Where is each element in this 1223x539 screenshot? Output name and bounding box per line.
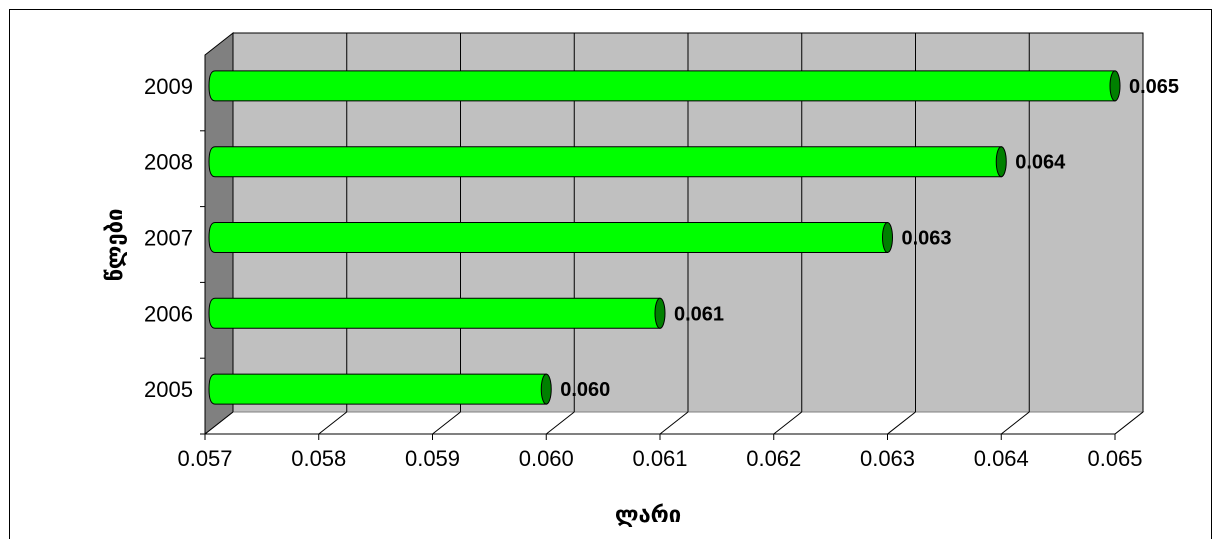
y-tick-label: 2007 <box>144 226 193 251</box>
x-tick-label: 0.058 <box>291 446 346 471</box>
bars: 0.060 0.061 0.063 0.064 0.065 <box>208 70 1179 405</box>
bar <box>208 70 1116 102</box>
bar-end-cap <box>654 297 666 329</box>
data-label: 0.061 <box>674 303 724 325</box>
floor-gridline <box>1114 411 1144 435</box>
x-tick-label: 0.065 <box>1087 446 1142 471</box>
floor-gridline <box>659 411 689 435</box>
data-label: 0.065 <box>1129 76 1179 98</box>
bar <box>208 297 661 329</box>
bar-end-cap <box>882 222 893 253</box>
floor-gridline <box>204 411 234 435</box>
bar <box>208 373 547 405</box>
data-label: 0.063 <box>902 228 952 250</box>
y-tick-label: 2008 <box>144 150 193 175</box>
bar-end-cap <box>1109 70 1121 102</box>
x-tick-label: 0.063 <box>860 446 915 471</box>
floor-gridline <box>432 411 461 435</box>
floor-gridline <box>887 411 916 435</box>
x-tick-label: 0.062 <box>746 446 801 471</box>
bar <box>208 222 888 253</box>
bar <box>208 146 1002 178</box>
data-label: 0.064 <box>1015 152 1066 174</box>
y-axis-title: წლები <box>103 209 128 282</box>
y-tick-label: 2005 <box>144 377 193 402</box>
floor-gridline <box>773 411 803 435</box>
x-tick-label: 0.060 <box>519 446 574 471</box>
bar-end-cap <box>540 373 552 405</box>
bar-end-cap <box>995 146 1007 178</box>
x-tick-label: 0.059 <box>405 446 460 471</box>
floor-gridline <box>1000 411 1030 435</box>
y-tick-label: 2009 <box>144 74 193 99</box>
floor-gridline <box>318 411 348 435</box>
floor-gridline <box>545 411 575 435</box>
axes: 0.057 0.058 0.059 0.060 0.061 0.062 0.063 0.064… <box>144 55 1143 471</box>
y-tick-label: 2006 <box>144 301 193 326</box>
x-tick-label: 0.064 <box>974 446 1029 471</box>
x-axis-title: ლარი <box>615 503 681 528</box>
x-tick-label: 0.061 <box>632 446 687 471</box>
x-tick-label: 0.057 <box>177 446 232 471</box>
data-label: 0.060 <box>560 379 610 401</box>
